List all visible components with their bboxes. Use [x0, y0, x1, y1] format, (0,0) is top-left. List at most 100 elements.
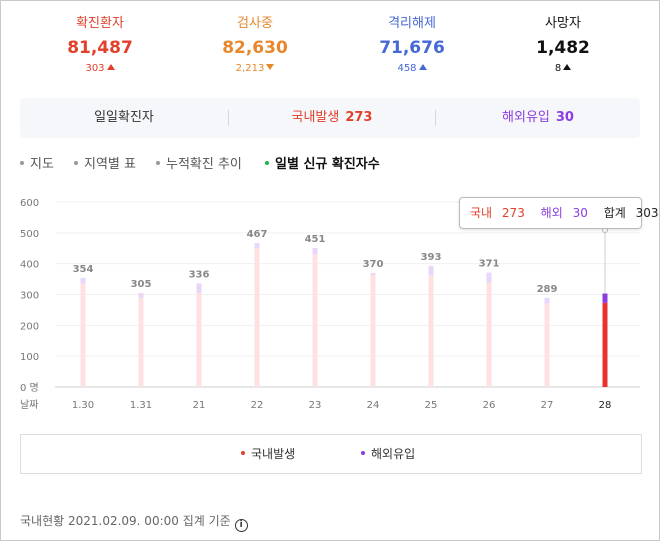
- daily-summary-bar: 일일확진자 국내발생 273 해외유입 30: [20, 98, 640, 138]
- bar-total-label: 336: [189, 269, 210, 280]
- arrow-up-icon: [418, 64, 427, 70]
- tooltip-domestic-label: 국내: [470, 206, 493, 220]
- stat-testing-label: 검사중: [237, 16, 273, 31]
- bar-overseas: [254, 243, 260, 248]
- tab-daily-new[interactable]: 일별 신규 확진자수: [265, 154, 380, 176]
- tooltip-domestic: 국내 273: [470, 206, 531, 220]
- stat-testing: 검사중 82,630 2,213: [190, 14, 320, 76]
- bar-overseas: [486, 272, 492, 283]
- bar-total-label: 289: [537, 284, 558, 295]
- bar-total-label: 305: [131, 279, 152, 290]
- y-tick-label: 500: [20, 229, 39, 240]
- legend-dot-icon: [241, 451, 245, 455]
- bar-overseas: [370, 272, 376, 275]
- legend-overseas[interactable]: 해외유입: [361, 435, 415, 473]
- stat-released-delta-text: 458: [397, 63, 417, 74]
- stat-confirmed-value: 81,487: [67, 38, 133, 58]
- divider: [228, 110, 229, 126]
- overseas-summary-label: 해외유입: [502, 110, 550, 125]
- legend-domestic[interactable]: 국내발생: [241, 435, 295, 473]
- arrow-down-icon: [266, 64, 275, 70]
- bar-overseas: [544, 297, 550, 304]
- bar-domestic: [254, 247, 260, 387]
- arrow-up-icon: [106, 64, 115, 70]
- stat-released-label: 격리해제: [388, 16, 436, 31]
- tooltip-domestic-value: 273: [501, 206, 525, 220]
- tooltip-total-value: 303: [635, 206, 659, 220]
- bar-domestic: [312, 254, 318, 387]
- tab-map[interactable]: 지도: [20, 154, 54, 176]
- bar-domestic: [602, 302, 608, 387]
- chart-tooltip: 국내 273 해외 30 합계 303: [459, 197, 659, 229]
- bar-overseas: [138, 292, 144, 298]
- stat-released-delta: 458: [347, 62, 477, 76]
- y-tick-label: 400: [20, 260, 39, 271]
- tab-daily-new-label: 일별 신규 확진자수: [275, 157, 380, 172]
- overseas-summary: 해외유입 30: [436, 98, 640, 138]
- bar-total-label: 371: [479, 259, 500, 270]
- x-tick-label: 27: [541, 400, 554, 411]
- bar-domestic: [196, 292, 202, 387]
- stat-testing-delta: 2,213: [190, 62, 320, 76]
- x-tick-label: 28: [599, 400, 612, 411]
- legend-overseas-label: 해외유입: [371, 447, 416, 461]
- tooltip-overseas-label: 해외: [540, 206, 563, 220]
- tab-region-table-label: 지역별 표: [84, 157, 136, 172]
- y-tick-label: 200: [20, 321, 39, 332]
- x-tick-label: 1.31: [130, 400, 152, 411]
- tab-region-table[interactable]: 지역별 표: [74, 154, 136, 176]
- domestic-summary-value: 273: [345, 110, 373, 125]
- x-axis-label: 날짜: [20, 399, 38, 411]
- tab-map-label: 지도: [30, 157, 54, 172]
- stats-row: 확진환자 81,487 303 검사중 82,630 2,213 격리해제 71…: [15, 0, 645, 95]
- bar-overseas: [428, 265, 434, 276]
- tooltip-overseas-value: 30: [572, 206, 588, 220]
- tooltip-overseas: 해외 30: [541, 206, 594, 220]
- x-tick-label: 24: [367, 400, 380, 411]
- stat-confirmed-delta-text: 303: [85, 63, 105, 74]
- bar-total-label: 370: [363, 259, 384, 270]
- bar-domestic: [544, 303, 550, 387]
- stat-testing-delta-text: 2,213: [235, 63, 265, 74]
- bar-domestic: [428, 275, 434, 387]
- domestic-summary-label: 국내발생: [291, 110, 340, 125]
- stat-confirmed: 확진환자 81,487 303: [35, 14, 165, 76]
- bar-overseas: [80, 277, 86, 284]
- stat-released-value: 71,676: [379, 38, 445, 58]
- legend-domestic-label: 국내발생: [251, 447, 296, 461]
- bullet-icon: [74, 161, 78, 165]
- bar-overseas: [312, 247, 318, 255]
- divider: [435, 110, 436, 126]
- stat-confirmed-delta: 303: [35, 62, 165, 76]
- tab-cumulative-label: 누적확진 추이: [166, 157, 242, 172]
- info-icon[interactable]: i: [234, 519, 248, 532]
- bullet-icon: [20, 161, 24, 165]
- daily-cases-chart: 600 500 400 300 200 100 0 명날짜 354 1.30 305 1.31 336…: [20, 198, 640, 411]
- bar-domestic: [80, 283, 86, 387]
- stat-deaths-label: 사망자: [545, 16, 581, 31]
- bar-total-label: 393: [421, 252, 442, 263]
- x-tick-label: 26: [483, 400, 496, 411]
- stat-deaths: 사망자 1,482 8: [498, 14, 628, 76]
- stat-deaths-value: 1,482: [536, 38, 590, 58]
- bar-total-label: 467: [247, 229, 268, 240]
- stat-deaths-delta-text: 8: [554, 63, 562, 74]
- tooltip-total-label: 합계: [603, 206, 626, 220]
- tab-cumulative[interactable]: 누적확진 추이: [156, 154, 242, 176]
- x-tick-label: 1.30: [72, 400, 94, 411]
- bar-domestic: [138, 297, 144, 387]
- x-tick-label: 23: [309, 400, 322, 411]
- stat-released: 격리해제 71,676 458: [347, 14, 477, 76]
- domestic-summary: 국내발생 273: [229, 98, 435, 138]
- legend-dot-icon: [361, 451, 365, 455]
- chart-legend: 국내발생 해외유입: [20, 434, 642, 474]
- y-tick-label: 300: [20, 291, 39, 302]
- arrow-up-icon: [563, 64, 572, 70]
- bar-domestic: [486, 282, 492, 387]
- tooltip-total: 합계 303: [604, 206, 660, 220]
- footer-note: 국내현황 2021.02.09. 00:00 집계 기준 i: [20, 511, 248, 532]
- bar-overseas: [196, 283, 202, 293]
- bullet-icon: [265, 161, 269, 165]
- bar-total-label: 451: [305, 234, 326, 245]
- y-tick-label: 0 명: [20, 382, 39, 394]
